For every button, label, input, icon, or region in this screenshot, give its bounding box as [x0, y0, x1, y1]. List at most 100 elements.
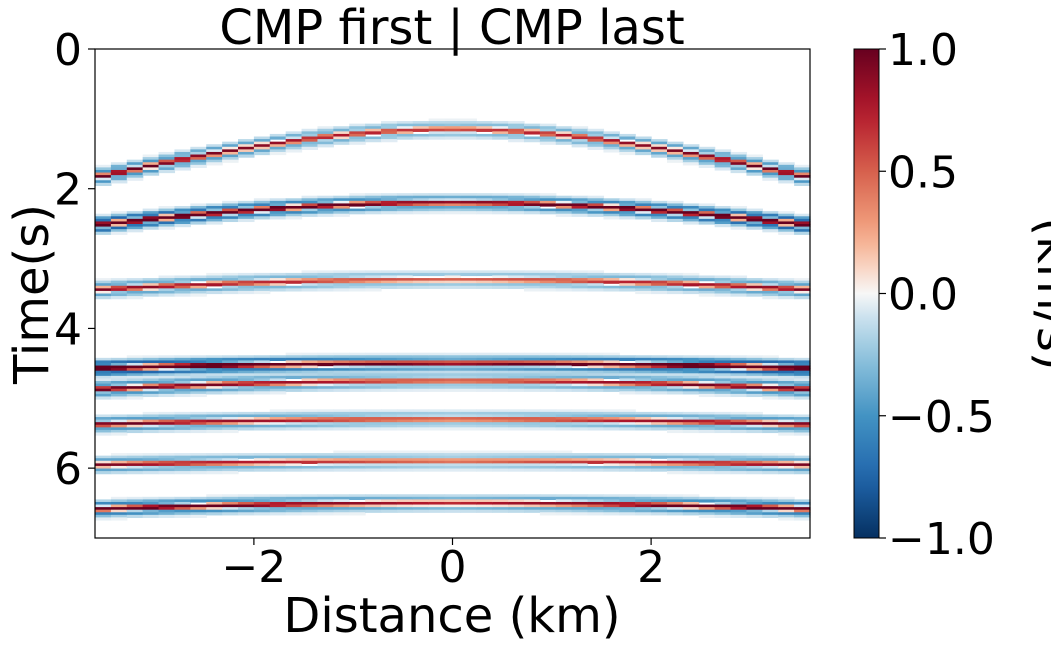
heatmap-cell	[603, 424, 620, 428]
heatmap-cell	[269, 427, 287, 431]
heatmap-cell	[190, 460, 207, 464]
heatmap-cell	[269, 455, 287, 459]
heatmap-cell	[396, 419, 414, 423]
heatmap-cell	[571, 275, 589, 279]
heatmap-cell	[253, 278, 271, 282]
heatmap-cell	[190, 154, 207, 158]
heatmap-cell	[587, 504, 605, 508]
heatmap-cell	[492, 352, 509, 356]
heatmap-cell	[778, 471, 795, 475]
heatmap-cell	[269, 409, 287, 413]
heatmap-cell	[333, 468, 350, 472]
heatmap-cell	[651, 424, 668, 428]
heatmap-cell	[555, 507, 573, 511]
heatmap-cell	[794, 391, 811, 395]
heatmap-cell	[794, 280, 811, 284]
heatmap-cell	[746, 283, 763, 287]
heatmap-cell	[682, 427, 700, 431]
heatmap-cell	[539, 280, 557, 284]
heatmap-cell	[253, 468, 271, 472]
heatmap-cell	[126, 458, 144, 462]
heatmap-cell	[714, 468, 732, 472]
heatmap-cell	[174, 373, 191, 377]
heatmap-cell	[730, 280, 748, 284]
heatmap-cell	[698, 393, 716, 398]
heatmap-cell	[762, 221, 779, 225]
heatmap-cell	[301, 362, 319, 367]
heatmap-cell	[508, 362, 525, 367]
heatmap-cell	[762, 514, 779, 519]
heatmap-cell	[730, 383, 748, 387]
heatmap-cell	[460, 198, 477, 202]
heatmap-cell	[381, 463, 398, 467]
heatmap-cell	[508, 193, 525, 197]
heatmap-cell	[746, 285, 763, 289]
heatmap-cell	[317, 283, 334, 287]
heatmap-cell	[317, 144, 334, 148]
heatmap-cell	[794, 414, 811, 418]
heatmap-cell	[794, 465, 811, 470]
heatmap-cell	[698, 391, 716, 395]
heatmap-cell	[222, 159, 239, 163]
heatmap-cell	[603, 383, 620, 387]
heatmap-cell	[158, 496, 176, 500]
heatmap-cell	[110, 211, 128, 215]
heatmap-cell	[333, 378, 350, 382]
heatmap-cell	[587, 352, 605, 356]
heatmap-cell	[269, 468, 287, 472]
heatmap-cell	[110, 167, 128, 171]
heatmap-cell	[222, 141, 239, 145]
heatmap-cell	[762, 383, 779, 387]
heatmap-cell	[682, 499, 700, 503]
heatmap-cell	[301, 368, 319, 372]
heatmap-cell	[285, 149, 303, 153]
heatmap-cell	[587, 362, 605, 367]
heatmap-cell	[794, 360, 811, 364]
heatmap-cell	[762, 288, 779, 292]
heatmap-cell	[269, 507, 287, 511]
heatmap-cell	[619, 468, 636, 472]
heatmap-cell	[95, 169, 112, 174]
heatmap-cell	[253, 422, 271, 426]
heatmap-cell	[571, 278, 589, 282]
heatmap-cell	[730, 422, 748, 426]
heatmap-cell	[444, 458, 462, 462]
heatmap-cell	[238, 280, 255, 284]
heatmap-cell	[635, 375, 652, 380]
heatmap-cell	[762, 290, 779, 295]
heatmap-cell	[126, 370, 144, 374]
heatmap-cell	[174, 468, 191, 472]
heatmap-cell	[158, 468, 176, 472]
heatmap-cell	[746, 355, 763, 359]
heatmap-cell	[428, 450, 446, 454]
heatmap-cell	[794, 169, 811, 174]
heatmap-cell	[508, 460, 525, 464]
heatmap-cell	[555, 365, 573, 369]
heatmap-cell	[524, 375, 541, 380]
heatmap-cell	[524, 453, 541, 457]
heatmap-cell	[778, 362, 795, 367]
heatmap-cell	[158, 463, 176, 467]
heatmap-cell	[667, 509, 684, 513]
heatmap-cell	[174, 375, 191, 380]
heatmap-cell	[301, 427, 319, 431]
heatmap-cell	[635, 203, 652, 207]
heatmap-cell	[714, 205, 732, 210]
heatmap-cell	[698, 383, 716, 387]
heatmap-cell	[396, 195, 414, 199]
heatmap-cell	[778, 296, 795, 300]
heatmap-cell	[794, 368, 811, 372]
heatmap-cell	[682, 205, 700, 210]
heatmap-cell	[794, 471, 811, 475]
heatmap-cell	[222, 157, 239, 161]
heatmap-cell	[667, 455, 684, 459]
heatmap-cell	[428, 133, 446, 138]
heatmap-cell	[603, 373, 620, 377]
heatmap-cell	[492, 509, 509, 513]
heatmap-cell	[603, 139, 620, 143]
heatmap-cell	[698, 373, 716, 377]
heatmap-cell	[539, 131, 557, 135]
heatmap-cell	[412, 128, 430, 132]
heatmap-cell	[381, 388, 398, 392]
heatmap-cell	[301, 414, 319, 418]
